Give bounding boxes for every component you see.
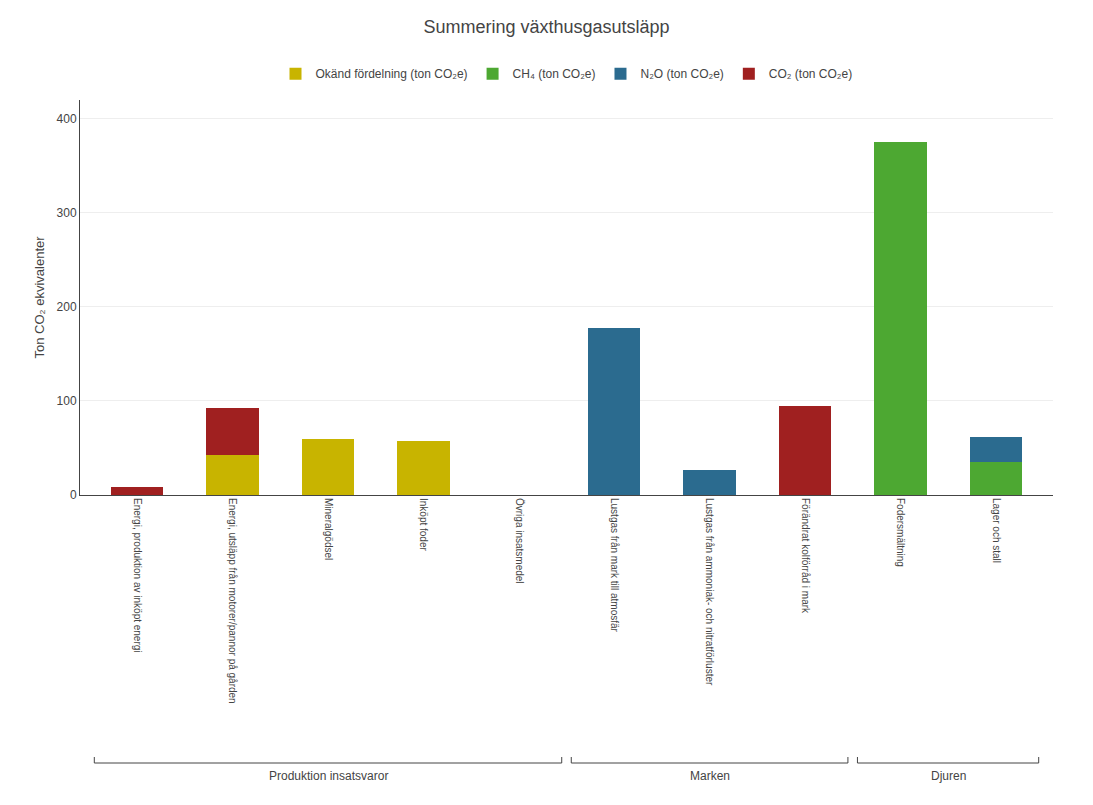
svg-text:200: 200 bbox=[57, 300, 77, 314]
svg-text:Förändrat kolförråd i mark: Förändrat kolförråd i mark bbox=[800, 498, 811, 614]
svg-text:Produktion insatsvaror: Produktion insatsvaror bbox=[269, 769, 388, 783]
svg-text:CO₂ (ton CO₂e): CO₂ (ton CO₂e) bbox=[769, 67, 852, 81]
svg-text:100: 100 bbox=[57, 394, 77, 408]
svg-text:Mineralgödsel: Mineralgödsel bbox=[323, 498, 334, 560]
svg-text:Lustgas från mark till atmosfä: Lustgas från mark till atmosfär bbox=[609, 498, 620, 633]
svg-text:Marken: Marken bbox=[690, 769, 730, 783]
svg-text:0: 0 bbox=[70, 488, 77, 502]
svg-text:Okänd fördelning (ton CO₂e): Okänd fördelning (ton CO₂e) bbox=[316, 67, 468, 81]
svg-text:Ton CO₂ ekvivalenter: Ton CO₂ ekvivalenter bbox=[32, 236, 47, 359]
svg-text:Fodersmältning: Fodersmältning bbox=[895, 498, 906, 567]
svg-text:Övriga insatsmedel: Övriga insatsmedel bbox=[514, 498, 525, 584]
svg-text:Inköpt foder: Inköpt foder bbox=[418, 498, 429, 551]
svg-text:Djuren: Djuren bbox=[931, 769, 966, 783]
svg-text:Lustgas från ammoniak- och nit: Lustgas från ammoniak- och nitratförlust… bbox=[704, 498, 715, 686]
svg-text:N₂O (ton CO₂e): N₂O (ton CO₂e) bbox=[640, 67, 723, 81]
svg-text:CH₄ (ton CO₂e): CH₄ (ton CO₂e) bbox=[513, 67, 596, 81]
svg-text:300: 300 bbox=[57, 206, 77, 220]
svg-text:Summering växthusgasutsläpp: Summering växthusgasutsläpp bbox=[423, 17, 669, 37]
svg-text:Energi, utsläpp från motorer/p: Energi, utsläpp från motorer/pannor på g… bbox=[227, 498, 238, 704]
svg-text:Energi, produktion av inköpt e: Energi, produktion av inköpt energi bbox=[132, 498, 143, 653]
svg-text:400: 400 bbox=[57, 112, 77, 126]
svg-text:Lager och stall: Lager och stall bbox=[991, 498, 1002, 563]
